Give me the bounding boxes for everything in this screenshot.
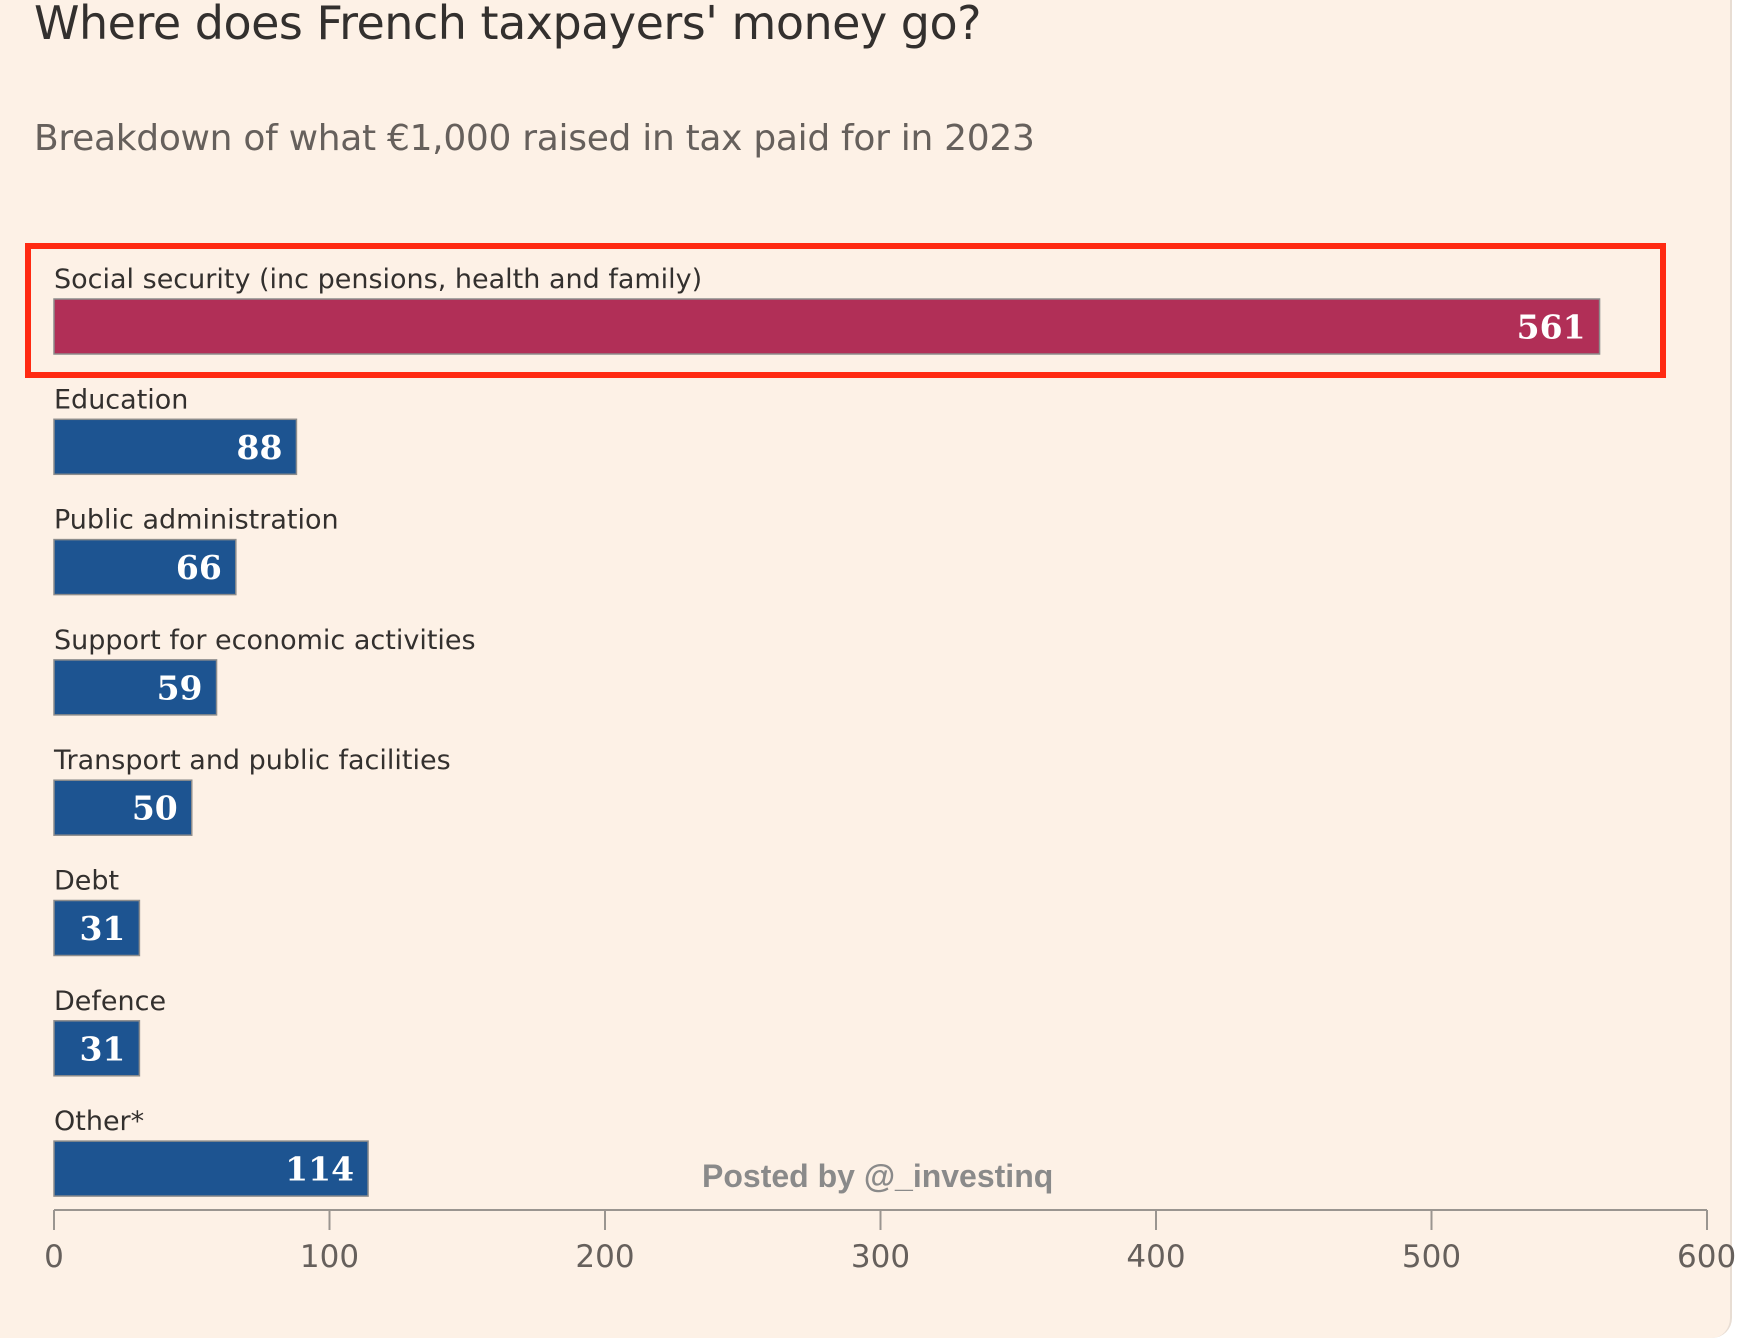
category-label: Other* [54, 1106, 144, 1137]
category-label: Public administration [54, 505, 339, 536]
x-tick-label: 500 [1402, 1239, 1461, 1275]
category-label: Defence [54, 986, 166, 1017]
bar [53, 899, 141, 957]
watermark: Posted by @_investinq [702, 1158, 1054, 1194]
x-tick-label: 100 [300, 1239, 359, 1275]
chart-subtitle: Breakdown of what €1,000 raised in tax p… [34, 118, 1035, 159]
bar [53, 779, 193, 836]
bar-value-label: 114 [285, 1150, 354, 1189]
bar [53, 418, 298, 476]
bar-value-label: 31 [79, 1029, 125, 1068]
category-label: Transport and public facilities [53, 745, 451, 776]
x-tick-label: 300 [851, 1239, 910, 1275]
bar-value-label: 59 [157, 668, 203, 707]
x-tick-label: 200 [575, 1239, 634, 1275]
category-label: Social security (inc pensions, health an… [54, 264, 702, 295]
bar-value-label: 88 [237, 428, 283, 467]
x-tick-label: 400 [1126, 1239, 1185, 1275]
category-label: Support for economic activities [54, 625, 476, 656]
bar-value-label: 561 [1517, 308, 1586, 347]
highlight-box [25, 243, 1666, 378]
bar [53, 538, 237, 596]
bar [53, 298, 1601, 355]
category-label: Debt [54, 866, 119, 897]
category-label: Education [54, 384, 188, 415]
bar [53, 1140, 369, 1197]
chart-title: Where does French taxpayers' money go? [34, 0, 982, 50]
bar [53, 659, 218, 716]
x-tick-label: 600 [1677, 1239, 1736, 1275]
bar-value-label: 31 [79, 909, 125, 948]
bar-value-label: 50 [132, 789, 178, 828]
bar [53, 1020, 141, 1077]
x-tick-label: 0 [44, 1239, 64, 1275]
bar-value-label: 66 [176, 548, 222, 587]
